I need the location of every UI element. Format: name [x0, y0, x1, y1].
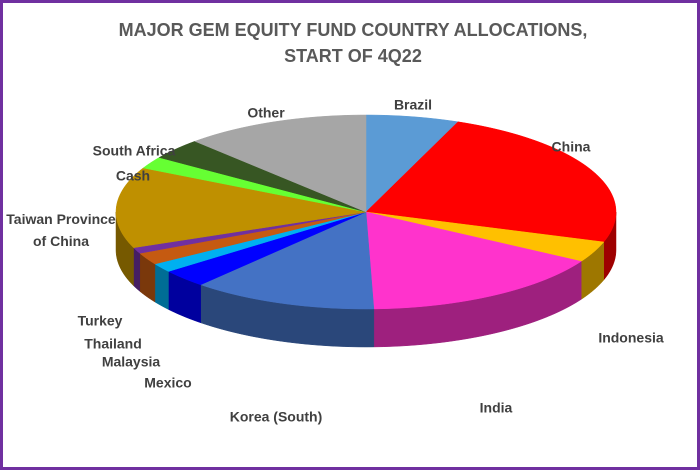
slice-label: South Africa [93, 143, 176, 159]
slice [167, 211, 367, 324]
slice [139, 211, 367, 303]
slice [365, 114, 459, 213]
chart-title: MAJOR GEM EQUITY FUND COUNTRY ALLOCATION… [118, 20, 588, 66]
slice-top [365, 211, 582, 310]
slice-label: China [552, 139, 591, 155]
slice-top [194, 114, 367, 213]
slice-top [158, 141, 367, 213]
slice-label: Korea (South) [230, 409, 323, 425]
slice [365, 121, 617, 281]
slice-label: Mexico [144, 375, 191, 391]
chart: Brazil China Indonesia India Korea (South) Me… [6, 97, 664, 425]
slice-side [154, 263, 169, 310]
slice [115, 167, 367, 287]
slice-label: Malaysia [102, 354, 161, 370]
slice-top [154, 211, 367, 272]
slice [194, 114, 367, 213]
slice-label: Thailand [84, 336, 142, 352]
slice-label: Brazil [394, 97, 432, 113]
slice-label-box: Taiwan Province of China [6, 211, 116, 249]
slice-top [142, 157, 367, 213]
slice-label: Cash [116, 168, 150, 184]
slice-top [139, 211, 367, 265]
slice-label: Taiwan Province of China [6, 211, 116, 249]
slice-top [365, 211, 605, 262]
slice-side [133, 247, 141, 292]
slice-label: Other [247, 105, 285, 121]
slice [158, 141, 367, 213]
slice-top [365, 121, 617, 243]
slice-top [199, 211, 375, 310]
slice-label: Indonesia [598, 330, 664, 346]
slice [199, 211, 375, 348]
slice [142, 157, 367, 213]
slice-top [167, 211, 367, 286]
slice-label: India [480, 400, 513, 416]
slice-top [115, 167, 367, 248]
slice-label: Turkey [78, 313, 123, 329]
slice-top [365, 114, 459, 213]
